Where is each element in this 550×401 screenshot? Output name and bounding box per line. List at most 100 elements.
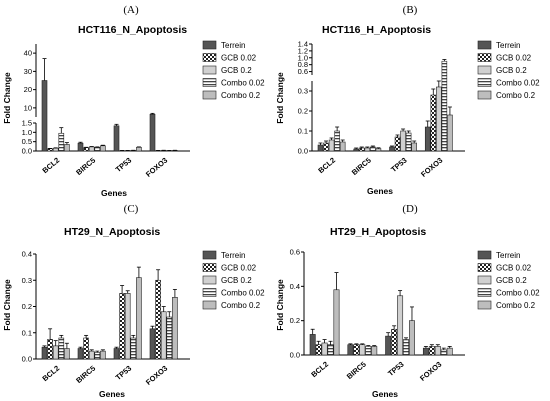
bar (441, 60, 448, 152)
category-label: BIRC5 (74, 156, 97, 177)
legend-label: GCB 0.2 (496, 276, 527, 285)
legend-swatch (202, 53, 217, 62)
y-tick-label: 0.1 (298, 127, 308, 136)
legend-label: Combo 0.2 (496, 91, 536, 100)
y-tick-label: 1.5 (22, 119, 32, 128)
y-tick-label: 1.0 (22, 128, 32, 137)
y-tick-label: 0.0 (290, 351, 300, 360)
y-tick-label: 30 (24, 67, 32, 76)
bar (385, 335, 392, 356)
legend-label: Combo 0.2 (496, 301, 536, 310)
bar (436, 86, 442, 152)
bar (375, 148, 382, 152)
bar (371, 346, 378, 356)
legend-label: GCB 0.02 (496, 54, 532, 63)
y-tick-label: 1.0 (298, 53, 308, 62)
bar (447, 114, 453, 152)
bar (327, 344, 334, 356)
legend-swatch (202, 275, 217, 285)
y-tick-label: 0.0 (22, 147, 32, 156)
y-axis-label: Fold Change (2, 279, 12, 331)
bar (317, 144, 324, 152)
category-label: FOXO3 (418, 360, 443, 383)
bar (100, 350, 106, 360)
bar (315, 344, 322, 356)
y-tick-label: 10 (24, 103, 32, 112)
panel-letter: (D) (402, 203, 418, 215)
category-label: BIRC5 (345, 360, 368, 381)
x-axis-label: Genes (372, 389, 398, 399)
bar (88, 146, 95, 152)
legend-label: GCB 0.02 (221, 54, 257, 63)
bar (136, 146, 142, 152)
y-tick-label: 0.6 (290, 248, 300, 257)
bar (397, 295, 404, 356)
bar (370, 146, 376, 152)
legend-label: GCB 0.2 (221, 66, 252, 75)
bar (353, 344, 360, 356)
bar (119, 293, 125, 360)
bar (166, 316, 173, 360)
bar (339, 141, 346, 152)
legend-swatch (477, 288, 492, 297)
y-axis-label: Fold Change (2, 72, 12, 124)
legend-label: Combo 0.2 (221, 301, 261, 310)
legend-label: GCB 0.2 (221, 276, 252, 285)
y-tick-label: 1.2 (298, 46, 308, 55)
legend-swatch (202, 65, 217, 75)
category-label: TP53 (114, 156, 134, 174)
bar (347, 344, 354, 356)
bar (359, 344, 366, 356)
bar (47, 148, 53, 152)
legend-swatch (477, 40, 492, 50)
y-tick-label: 0.5 (22, 137, 32, 146)
legend-swatch (477, 65, 492, 75)
legend-label: Combo 0.02 (496, 289, 540, 298)
bar (400, 130, 406, 152)
bar (149, 328, 156, 360)
bar (155, 279, 161, 360)
chart-title: HT29_N_Apoptosis (64, 226, 160, 238)
bar (333, 289, 340, 356)
bar (136, 277, 142, 360)
legend-label: Combo 0.02 (496, 79, 540, 88)
bar (353, 148, 359, 152)
chart-title: HT29_H_Apoptosis (330, 226, 426, 238)
legend-swatch (477, 250, 492, 260)
category-label: TP53 (386, 360, 406, 378)
bar (391, 328, 398, 356)
bar (365, 346, 372, 356)
bar (408, 320, 415, 356)
y-tick-label: 0.4 (22, 250, 32, 259)
legend-swatch (202, 40, 217, 50)
bar (64, 144, 70, 152)
category-label: BIRC5 (74, 364, 97, 385)
panel-b-chart: (B)HCT116_H_Apoptosis0.00.10.20.30.60.81… (275, 4, 540, 196)
bar (321, 342, 328, 356)
y-tick-label: 0.0 (22, 355, 32, 364)
legend-swatch (477, 78, 492, 87)
panel-letter: (B) (403, 4, 418, 16)
bar (64, 348, 70, 360)
legend-swatch (477, 275, 492, 285)
legend-swatch (202, 263, 217, 272)
bar (100, 145, 106, 152)
legend-swatch (202, 300, 217, 310)
category-label: BCL2 (40, 364, 61, 383)
y-tick-label: 20 (24, 85, 32, 94)
y-axis-label: Fold Change (275, 72, 285, 124)
legend-label: Combo 0.2 (221, 91, 261, 100)
bar (52, 147, 59, 152)
bar (434, 346, 441, 356)
y-tick-label: 0.2 (290, 316, 300, 325)
legend-swatch (477, 300, 492, 310)
bar (358, 147, 365, 152)
bar (41, 80, 48, 152)
bar (389, 146, 395, 152)
panel-c-chart: (C) HT29_N_Apoptosis 0.0 0.1 0.2 0.3 0.4 Fold C… (2, 203, 265, 399)
bar (411, 142, 417, 152)
bar (309, 334, 316, 356)
bar (94, 352, 101, 360)
legend-swatch (202, 90, 217, 100)
